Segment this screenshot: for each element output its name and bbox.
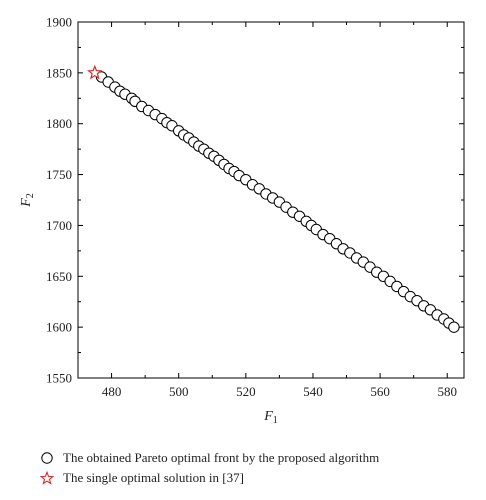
star-marker-icon	[40, 471, 54, 485]
x-tick-label: 540	[303, 384, 323, 399]
y-axis-label: F2	[19, 193, 36, 208]
pareto-scatter-chart: 480 500 520 540 560 580 155016001650170017501…	[19, 15, 465, 426]
x-tick-label: 580	[437, 384, 457, 399]
y-tick-label: 1900	[46, 15, 72, 30]
legend-item-single-solution: The single optimal solution in [37]	[40, 468, 379, 488]
data-points	[87, 64, 460, 333]
y-tick-label: 1700	[46, 218, 72, 233]
circle-marker-icon	[41, 452, 53, 464]
y-tick-label: 1750	[46, 167, 72, 182]
chart-legend: The obtained Pareto optimal front by the…	[40, 448, 379, 488]
x-tick-label: 520	[236, 384, 256, 399]
x-axis-ticks: 480 500 520 540 560 580	[77, 22, 457, 399]
x-tick-label: 500	[169, 384, 189, 399]
y-tick-label: 1850	[46, 65, 72, 80]
y-axis-ticks: 1550 1600 1650 1700 1750 1800 1850 1900	[46, 15, 464, 386]
legend-item-pareto-front: The obtained Pareto optimal front by the…	[40, 448, 379, 468]
pareto-point	[448, 321, 460, 333]
x-tick-label: 480	[102, 384, 122, 399]
y-tick-label: 1600	[46, 320, 72, 335]
x-axis-label: F1	[263, 409, 278, 426]
y-tick-label: 1650	[46, 269, 72, 284]
legend-label-single-solution: The single optimal solution in [37]	[63, 470, 244, 485]
y-tick-label: 1800	[46, 116, 72, 131]
legend-label-pareto-front: The obtained Pareto optimal front by the…	[63, 450, 380, 465]
y-tick-label: 1550	[46, 371, 72, 386]
single-solution-star	[87, 64, 103, 80]
x-tick-label: 560	[370, 384, 390, 399]
